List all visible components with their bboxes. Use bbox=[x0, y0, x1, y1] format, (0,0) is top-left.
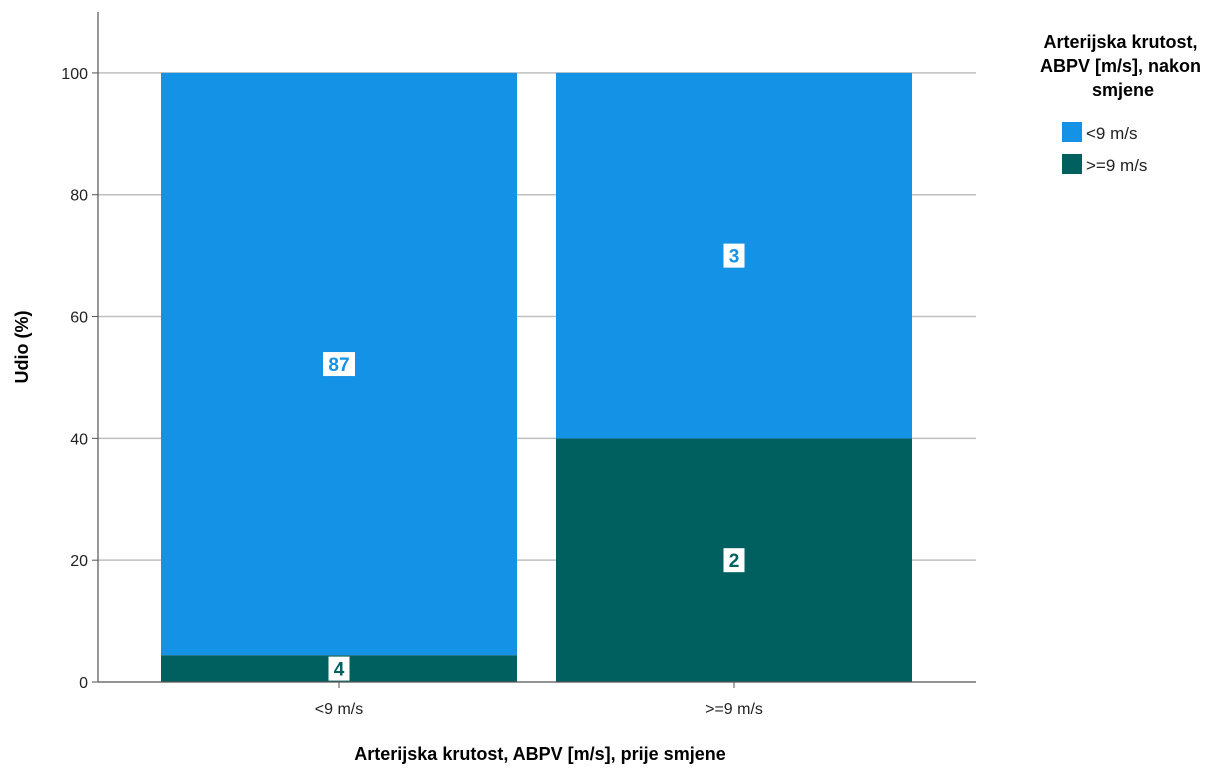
data-label: 3 bbox=[729, 247, 740, 268]
y-tick-label: 100 bbox=[61, 66, 88, 83]
data-label: 2 bbox=[729, 551, 740, 572]
bars bbox=[161, 72, 912, 682]
legend-title-line: Arterijska krutost, bbox=[1043, 32, 1197, 52]
y-tick-label: 20 bbox=[70, 553, 88, 570]
data-label: 87 bbox=[328, 355, 349, 376]
legend: Arterijska krutost, ABPV [m/s], nakon sm… bbox=[1040, 32, 1206, 175]
x-tick-label: <9 m/s bbox=[315, 701, 363, 718]
data-label: 4 bbox=[334, 660, 345, 681]
legend-title-line: smjene bbox=[1092, 80, 1154, 100]
axes: 0 20 40 60 80 100 <9 m/s >=9 m/s bbox=[61, 12, 976, 718]
x-tick-label: >=9 m/s bbox=[705, 701, 763, 718]
legend-title-line: ABPV [m/s], nakon bbox=[1040, 56, 1201, 76]
legend-swatch-above-9 bbox=[1062, 154, 1082, 174]
y-tick-label: 0 bbox=[79, 675, 88, 692]
y-axis-title: Udio (%) bbox=[12, 311, 32, 384]
legend-label-below-9: <9 m/s bbox=[1086, 124, 1138, 143]
data-label-box bbox=[328, 656, 350, 681]
y-tick-label: 80 bbox=[70, 188, 88, 205]
legend-title: Arterijska krutost, ABPV [m/s], nakon sm… bbox=[1040, 32, 1206, 100]
legend-label-above-9: >=9 m/s bbox=[1086, 156, 1147, 175]
data-label-box bbox=[723, 243, 745, 268]
legend-swatch-below-9 bbox=[1062, 122, 1082, 142]
x-axis-title: Arterijska krutost, ABPV [m/s], prije sm… bbox=[354, 744, 725, 764]
data-label-box bbox=[323, 352, 355, 377]
y-tick-label: 60 bbox=[70, 310, 88, 327]
data-labels: 4 87 2 3 bbox=[323, 243, 745, 681]
data-label-box bbox=[723, 548, 745, 573]
y-tick-label: 40 bbox=[70, 431, 88, 448]
